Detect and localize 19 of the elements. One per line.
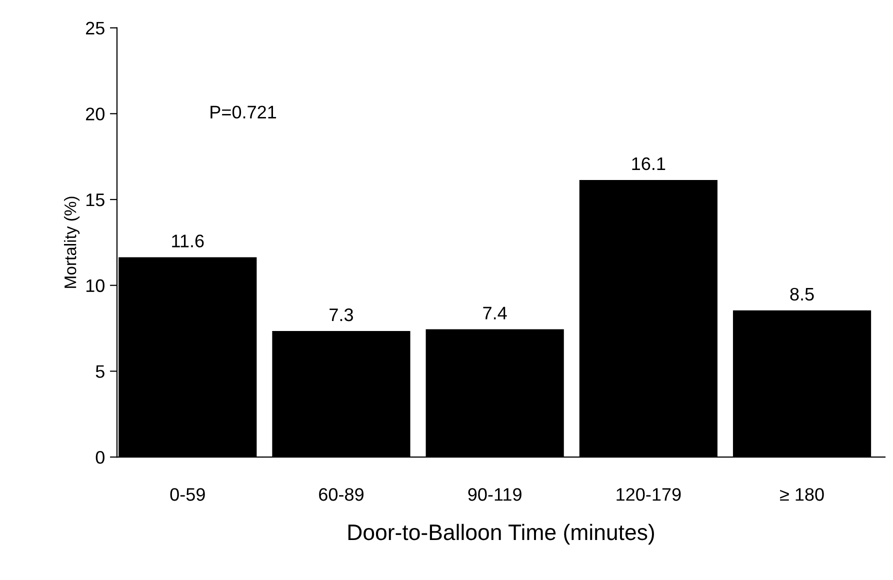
annotation: P=0.721: [210, 106, 276, 119]
data-label: 16.1: [632, 157, 666, 170]
x-tick-label: 90-119: [468, 488, 522, 501]
x-tick-label: 60-89: [319, 488, 364, 501]
y-tick-label: 5: [96, 365, 104, 378]
y-axis-title: Mortality (%): [64, 196, 80, 288]
x-tick-label: 120-179: [616, 488, 681, 501]
y-tick-label: 15: [86, 194, 104, 206]
data-label: 8.5: [790, 288, 814, 301]
data-label: 7.3: [330, 308, 353, 322]
x-axis-title: Door-to-Balloon Time (minutes): [348, 524, 654, 545]
y-tick-label: 20: [86, 108, 104, 120]
data-label: 11.6: [172, 234, 204, 248]
x-tick-label: ≥ 180: [780, 488, 824, 501]
data-label: 7.4: [483, 306, 507, 320]
y-tick-label: 10: [86, 279, 104, 292]
y-tick-label: 0: [96, 450, 104, 464]
y-tick-label: 25: [86, 22, 104, 35]
x-tick-label: 0-59: [170, 488, 205, 501]
